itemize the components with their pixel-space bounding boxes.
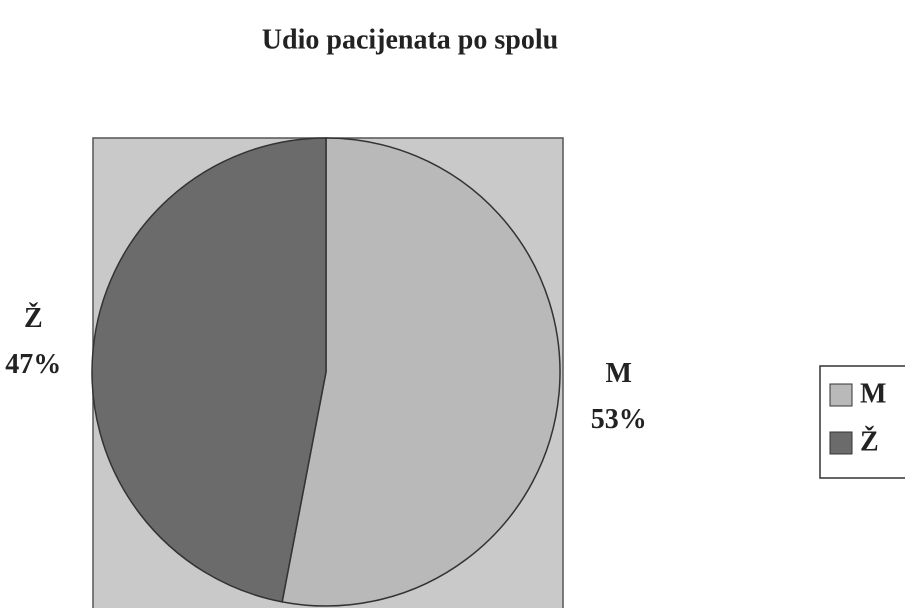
legend-swatch	[829, 431, 853, 455]
pie-slice	[91, 137, 327, 603]
legend-label: Ž	[860, 426, 879, 457]
pie-slice	[281, 137, 561, 607]
legend-swatch	[829, 383, 853, 407]
slice-value-label: 53%	[591, 404, 647, 435]
slice-value-label: 47%	[5, 349, 61, 380]
slice-category-label: Ž	[24, 303, 43, 334]
chart-title: Udio pacijenata po spolu	[262, 24, 558, 55]
slice-category-label: M	[605, 358, 631, 389]
legend-label: M	[860, 378, 886, 409]
